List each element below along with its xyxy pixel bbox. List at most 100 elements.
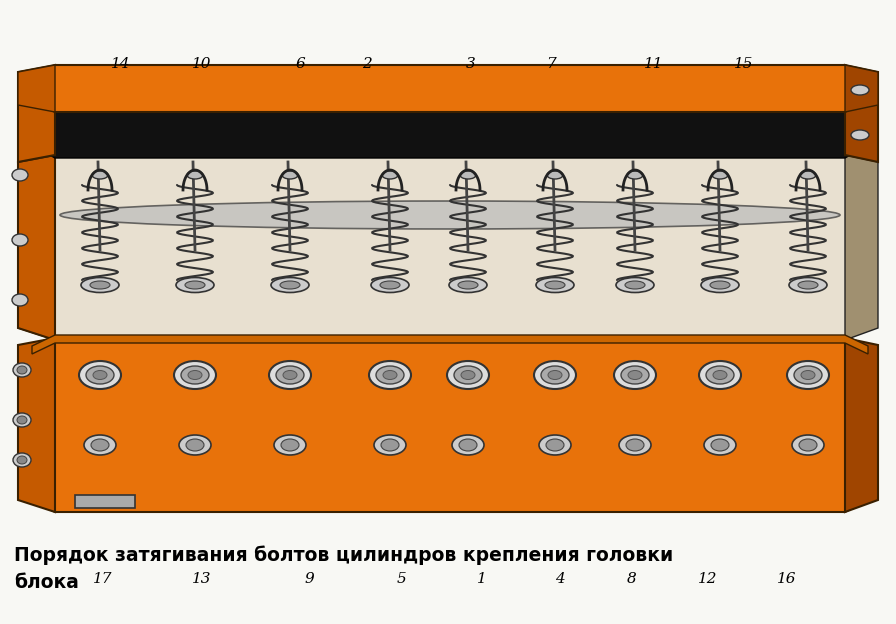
Polygon shape xyxy=(32,155,868,340)
Ellipse shape xyxy=(534,361,576,389)
Ellipse shape xyxy=(181,366,209,384)
Ellipse shape xyxy=(269,361,311,389)
Ellipse shape xyxy=(12,234,28,246)
Polygon shape xyxy=(32,338,868,512)
Ellipse shape xyxy=(546,439,564,451)
Ellipse shape xyxy=(282,171,298,179)
Ellipse shape xyxy=(792,435,824,455)
Polygon shape xyxy=(845,65,878,112)
Text: 14: 14 xyxy=(111,57,131,71)
Text: 15: 15 xyxy=(734,57,754,71)
Ellipse shape xyxy=(371,278,409,293)
Ellipse shape xyxy=(713,371,727,379)
Ellipse shape xyxy=(383,371,397,379)
Ellipse shape xyxy=(789,278,827,293)
Polygon shape xyxy=(75,495,135,508)
Ellipse shape xyxy=(799,439,817,451)
Ellipse shape xyxy=(449,278,487,293)
Ellipse shape xyxy=(283,371,297,379)
Ellipse shape xyxy=(186,439,204,451)
Text: 11: 11 xyxy=(644,57,664,71)
Polygon shape xyxy=(845,65,878,162)
Ellipse shape xyxy=(84,435,116,455)
Text: 3: 3 xyxy=(466,57,475,71)
Ellipse shape xyxy=(452,435,484,455)
Ellipse shape xyxy=(276,366,304,384)
Ellipse shape xyxy=(547,171,563,179)
Ellipse shape xyxy=(625,281,645,289)
Polygon shape xyxy=(18,155,55,340)
Text: 16: 16 xyxy=(777,572,797,586)
Ellipse shape xyxy=(616,278,654,293)
Ellipse shape xyxy=(798,281,818,289)
Ellipse shape xyxy=(179,435,211,455)
Ellipse shape xyxy=(454,366,482,384)
Polygon shape xyxy=(845,155,878,340)
Ellipse shape xyxy=(539,435,571,455)
Ellipse shape xyxy=(627,171,643,179)
Ellipse shape xyxy=(274,435,306,455)
Ellipse shape xyxy=(461,371,475,379)
Text: 5: 5 xyxy=(397,572,406,586)
Ellipse shape xyxy=(13,453,31,467)
Ellipse shape xyxy=(447,361,489,389)
Ellipse shape xyxy=(90,281,110,289)
Ellipse shape xyxy=(13,413,31,427)
Ellipse shape xyxy=(12,169,28,181)
Text: 9: 9 xyxy=(305,572,314,586)
Text: 8: 8 xyxy=(627,572,636,586)
Ellipse shape xyxy=(801,371,815,379)
Ellipse shape xyxy=(187,171,203,179)
Ellipse shape xyxy=(93,371,107,379)
Text: Порядок затягивания болтов цилиндров крепления головки: Порядок затягивания болтов цилиндров кре… xyxy=(14,545,673,565)
Text: блока: блока xyxy=(14,573,79,592)
Ellipse shape xyxy=(81,278,119,293)
Ellipse shape xyxy=(710,281,730,289)
Text: 1: 1 xyxy=(478,572,487,586)
Ellipse shape xyxy=(176,278,214,293)
Polygon shape xyxy=(18,65,55,112)
Ellipse shape xyxy=(92,171,108,179)
Text: 10: 10 xyxy=(192,57,211,71)
Ellipse shape xyxy=(628,371,642,379)
Polygon shape xyxy=(18,65,55,162)
Ellipse shape xyxy=(271,278,309,293)
Ellipse shape xyxy=(380,281,400,289)
Ellipse shape xyxy=(548,371,562,379)
Text: 6: 6 xyxy=(296,57,305,71)
Ellipse shape xyxy=(536,278,574,293)
Ellipse shape xyxy=(614,361,656,389)
Text: 2: 2 xyxy=(363,57,372,71)
Ellipse shape xyxy=(376,366,404,384)
Ellipse shape xyxy=(86,366,114,384)
Ellipse shape xyxy=(787,361,829,389)
Ellipse shape xyxy=(374,435,406,455)
Ellipse shape xyxy=(17,416,27,424)
Ellipse shape xyxy=(91,439,109,451)
Text: 13: 13 xyxy=(192,572,211,586)
Ellipse shape xyxy=(281,439,299,451)
Ellipse shape xyxy=(174,361,216,389)
Ellipse shape xyxy=(626,439,644,451)
Ellipse shape xyxy=(382,171,398,179)
Text: 12: 12 xyxy=(698,572,718,586)
Ellipse shape xyxy=(704,435,736,455)
Polygon shape xyxy=(845,338,878,512)
Ellipse shape xyxy=(185,281,205,289)
Polygon shape xyxy=(32,95,868,158)
Polygon shape xyxy=(18,338,55,512)
Ellipse shape xyxy=(851,130,869,140)
Ellipse shape xyxy=(851,85,869,95)
Ellipse shape xyxy=(460,171,476,179)
Polygon shape xyxy=(32,65,868,112)
Ellipse shape xyxy=(701,278,739,293)
Ellipse shape xyxy=(699,361,741,389)
Ellipse shape xyxy=(369,361,411,389)
Ellipse shape xyxy=(621,366,649,384)
Ellipse shape xyxy=(381,439,399,451)
Ellipse shape xyxy=(188,371,202,379)
Ellipse shape xyxy=(79,361,121,389)
Ellipse shape xyxy=(706,366,734,384)
Ellipse shape xyxy=(459,439,477,451)
Ellipse shape xyxy=(17,456,27,464)
